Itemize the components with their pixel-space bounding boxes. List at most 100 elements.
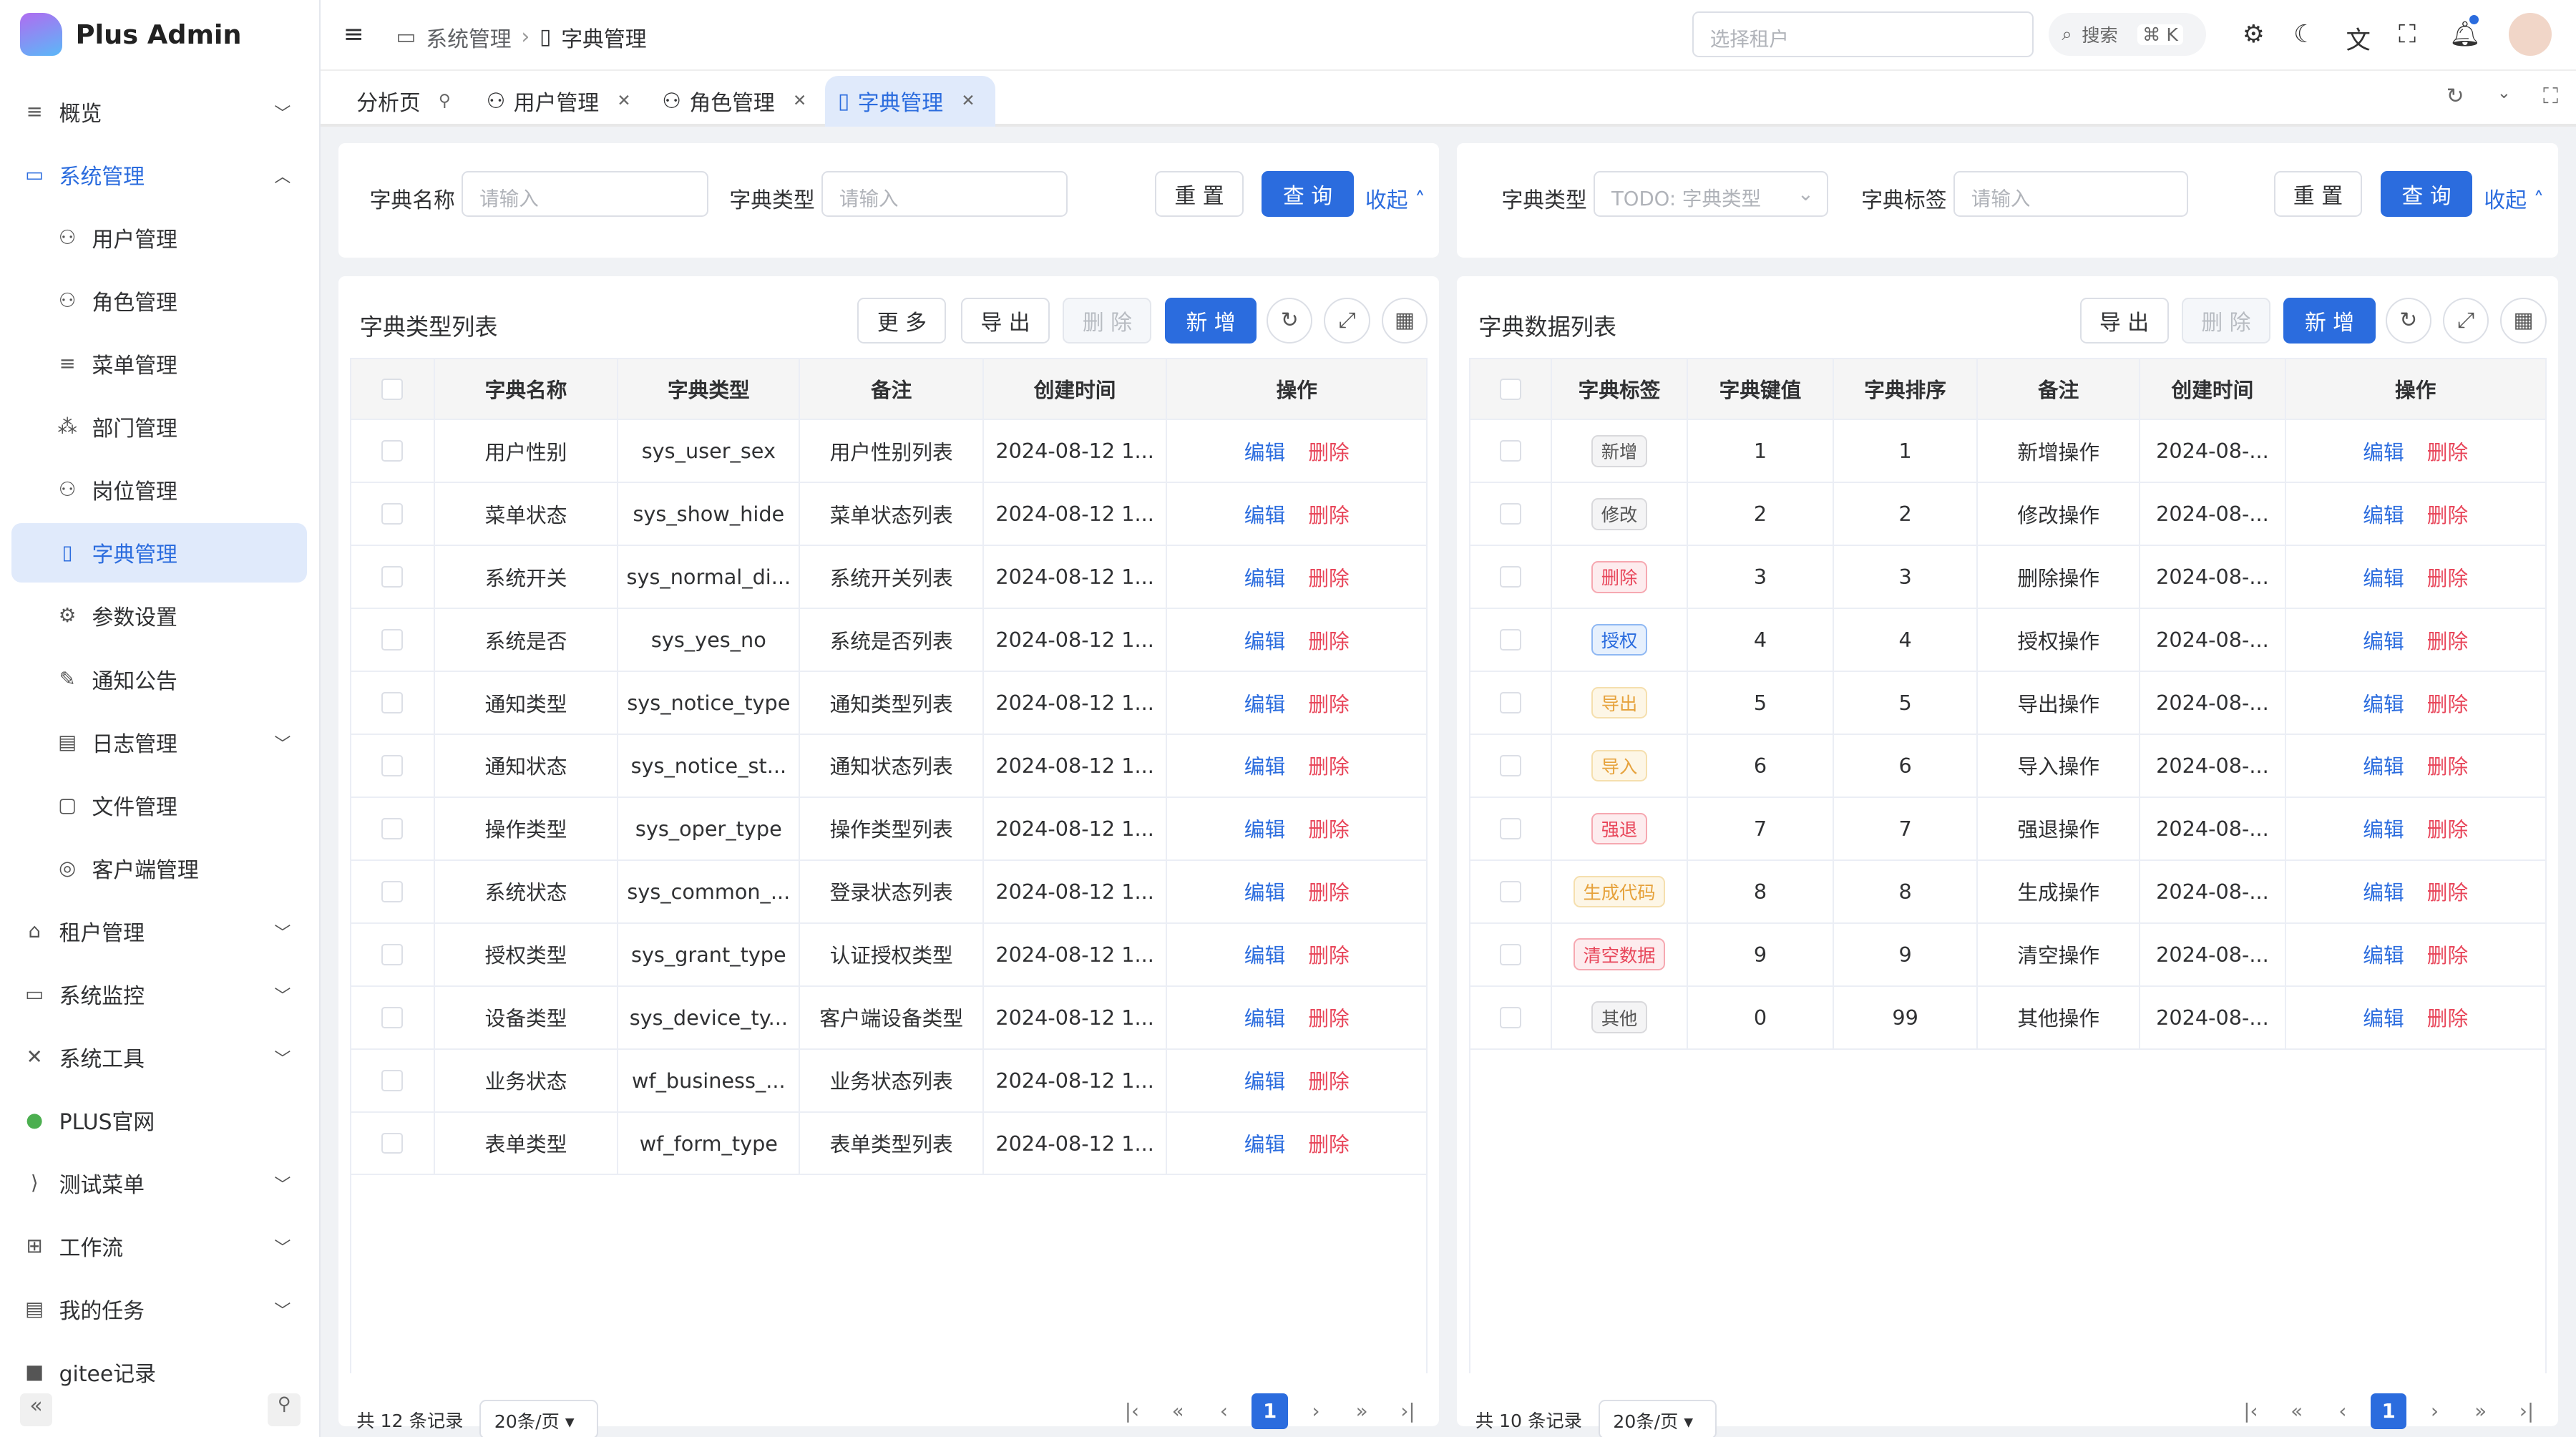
sidebar-item[interactable]: ⊞ 工作流 ﹀	[11, 1217, 307, 1276]
tenant-select[interactable]: 选择租户	[1692, 11, 2034, 58]
prev-group-icon[interactable]: «	[1171, 1400, 1184, 1423]
prev-page-icon[interactable]: ‹	[1219, 1400, 1228, 1423]
refresh-icon[interactable]: ↻	[2446, 84, 2464, 109]
dict-type-input[interactable]: 请输入	[821, 170, 1068, 218]
row-checkbox[interactable]	[1499, 755, 1521, 776]
moon-icon[interactable]: ☾	[2293, 19, 2316, 49]
sidebar-item[interactable]: ⚇ 岗位管理	[11, 460, 307, 520]
row-checkbox[interactable]	[381, 692, 404, 713]
dict-type-select[interactable]: TODO: 字典类型 ⌄	[1594, 170, 1829, 218]
chevron-down-icon[interactable]: ⌄	[2497, 84, 2511, 103]
row-checkbox[interactable]	[1499, 566, 1521, 588]
row-checkbox[interactable]	[381, 880, 404, 902]
query-button[interactable]: 查 询	[1262, 170, 1354, 218]
prev-page-icon[interactable]: ‹	[2338, 1400, 2347, 1423]
page-size-select[interactable]: 20条/页 ▾	[479, 1400, 598, 1437]
edit-link[interactable]: 编辑	[2363, 691, 2404, 716]
row-checkbox[interactable]	[381, 1069, 404, 1091]
delete-link[interactable]: 删除	[1308, 628, 1350, 653]
delete-link[interactable]: 删除	[1308, 754, 1350, 779]
refresh-icon[interactable]: ↻	[2385, 297, 2431, 344]
sidebar-item[interactable]: ≡ 概览 ﹀	[11, 82, 307, 142]
refresh-icon[interactable]: ↻	[1267, 297, 1313, 344]
row-checkbox[interactable]	[1499, 692, 1521, 713]
global-search[interactable]: ⌕ 搜索 ⌘ K	[2048, 13, 2207, 57]
fullscreen-icon[interactable]: ⤢	[2442, 297, 2489, 344]
row-checkbox[interactable]	[1499, 1006, 1521, 1028]
delete-link[interactable]: 删除	[2426, 817, 2469, 842]
edit-link[interactable]: 编辑	[1244, 439, 1286, 464]
sidebar-item[interactable]: ⟩ 测试菜单 ﹀	[11, 1154, 307, 1213]
gear-icon[interactable]: ⚙	[2242, 19, 2265, 49]
close-icon[interactable]: ✕	[792, 92, 807, 111]
delete-button[interactable]: 删 除	[2181, 297, 2270, 344]
sidebar-item[interactable]: ▭ 系统管理 ︿	[11, 145, 307, 205]
avatar[interactable]	[2508, 13, 2552, 57]
breadcrumb-item[interactable]: 系统管理	[426, 26, 512, 52]
sidebar-item[interactable]: ■ gitee记录	[11, 1343, 307, 1402]
row-checkbox[interactable]	[381, 817, 404, 839]
tab-dict-management[interactable]: ▯ 字典管理 ✕	[824, 75, 996, 127]
delete-link[interactable]: 删除	[1308, 1132, 1350, 1157]
sidebar-item[interactable]: ✕ 系统工具 ﹀	[11, 1028, 307, 1087]
row-checkbox[interactable]	[381, 503, 404, 525]
last-page-icon[interactable]: ›|	[2519, 1400, 2534, 1423]
edit-link[interactable]: 编辑	[2363, 1006, 2404, 1031]
collapse-link[interactable]: 收起 ˄	[2484, 187, 2545, 213]
close-icon[interactable]: ✕	[617, 92, 631, 111]
row-checkbox[interactable]	[1499, 629, 1521, 651]
fullscreen-icon[interactable]: ⛶	[2399, 19, 2416, 49]
pin-icon[interactable]: ⚲	[268, 1393, 301, 1426]
logo[interactable]: Plus Admin	[19, 13, 242, 57]
edit-link[interactable]: 编辑	[1244, 628, 1286, 653]
edit-link[interactable]: 编辑	[1244, 1069, 1286, 1094]
dict-name-input[interactable]: 请输入	[462, 170, 708, 218]
delete-link[interactable]: 删除	[1308, 691, 1350, 716]
edit-link[interactable]: 编辑	[1244, 565, 1286, 590]
delete-button[interactable]: 删 除	[1063, 297, 1152, 344]
export-button[interactable]: 导 出	[2079, 297, 2169, 344]
row-checkbox[interactable]	[381, 755, 404, 776]
delete-link[interactable]: 删除	[1308, 1069, 1350, 1094]
page-1[interactable]: 1	[1252, 1393, 1288, 1430]
collapse-sidebar-icon[interactable]: «	[19, 1393, 53, 1426]
row-checkbox[interactable]	[381, 1132, 404, 1154]
row-checkbox[interactable]	[1499, 817, 1521, 839]
sidebar-item[interactable]: ⌂ 租户管理 ﹀	[11, 901, 307, 960]
sidebar-item[interactable]: ⚇ 用户管理	[11, 208, 307, 268]
delete-link[interactable]: 删除	[2426, 565, 2469, 590]
prev-group-icon[interactable]: «	[2290, 1400, 2303, 1423]
row-checkbox[interactable]	[381, 440, 404, 462]
edit-link[interactable]: 编辑	[2363, 880, 2404, 905]
more-button[interactable]: 更 多	[857, 297, 947, 344]
row-checkbox[interactable]	[1499, 503, 1521, 525]
row-checkbox[interactable]	[381, 629, 404, 651]
next-page-icon[interactable]: ›	[1312, 1400, 1320, 1423]
edit-link[interactable]: 编辑	[2363, 565, 2404, 590]
select-all-checkbox[interactable]	[381, 379, 404, 400]
select-all-checkbox[interactable]	[1499, 379, 1521, 400]
row-checkbox[interactable]	[1499, 440, 1521, 462]
edit-link[interactable]: 编辑	[2363, 628, 2404, 653]
fullscreen-icon[interactable]: ⤢	[1324, 297, 1370, 344]
add-button[interactable]: 新 增	[1164, 297, 1257, 344]
delete-link[interactable]: 删除	[2426, 628, 2469, 653]
sidebar-item[interactable]: ⚇ 角色管理	[11, 271, 307, 331]
first-page-icon[interactable]: |‹	[1124, 1400, 1140, 1423]
pin-icon[interactable]: ⚲	[438, 92, 451, 111]
close-icon[interactable]: ✕	[961, 92, 975, 111]
delete-link[interactable]: 删除	[2426, 502, 2469, 527]
page-size-select[interactable]: 20条/页 ▾	[1598, 1400, 1717, 1437]
sidebar-item[interactable]: ≡ 菜单管理	[11, 334, 307, 394]
delete-link[interactable]: 删除	[2426, 880, 2469, 905]
maximize-icon[interactable]: ⛶	[2543, 84, 2558, 109]
delete-link[interactable]: 删除	[2426, 943, 2469, 968]
edit-link[interactable]: 编辑	[2363, 817, 2404, 842]
row-checkbox[interactable]	[1499, 943, 1521, 965]
delete-link[interactable]: 删除	[1308, 502, 1350, 527]
query-button[interactable]: 查 询	[2380, 170, 2473, 218]
sidebar-item[interactable]: ▤ 日志管理 ﹀	[11, 712, 307, 771]
delete-link[interactable]: 删除	[1308, 943, 1350, 968]
delete-link[interactable]: 删除	[2426, 691, 2469, 716]
collapse-link[interactable]: 收起 ˄	[1365, 187, 1425, 213]
